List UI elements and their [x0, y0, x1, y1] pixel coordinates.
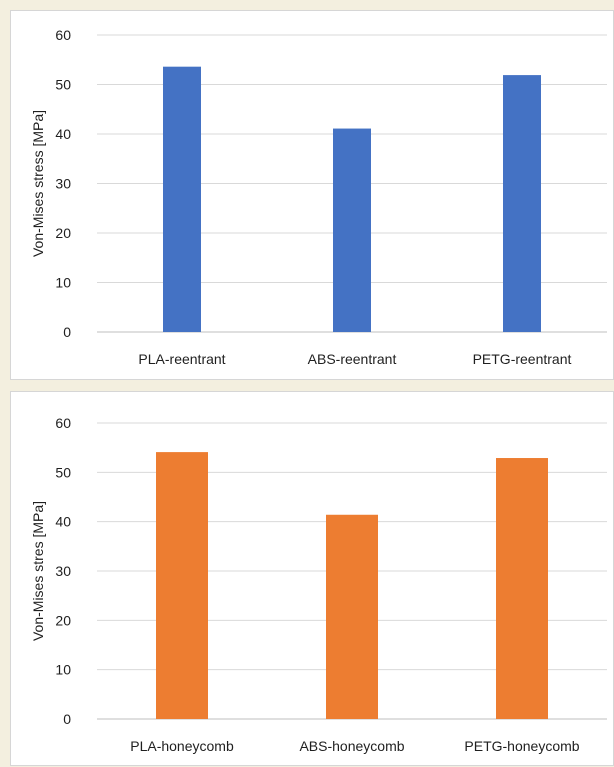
y-tick-label: 20 — [55, 225, 71, 241]
y-tick-label: 60 — [55, 27, 71, 43]
chart-reentrant: 0 10 20 30 40 50 60 PLA-reentrant ABS-reentrant P… — [30, 27, 607, 367]
y-tick-label: 50 — [55, 77, 71, 93]
x-category-label: ABS-honeycomb — [299, 738, 404, 754]
y-tick-label: 10 — [55, 275, 71, 291]
bar — [326, 514, 378, 719]
x-category-label: PLA-honeycomb — [130, 738, 234, 754]
y-tick-label: 30 — [55, 563, 71, 579]
x-category-label: PETG-honeycomb — [464, 738, 579, 754]
chart-panel-honeycomb: 0 10 20 30 40 50 60 PLA-honeycomb ABS-honeycomb P… — [10, 391, 614, 766]
y-tick-label: 30 — [55, 176, 71, 192]
bar — [333, 128, 371, 332]
y-axis-title: Von-Mises stres [MPa] — [30, 501, 46, 641]
chart-panel-reentrant: 0 10 20 30 40 50 60 PLA-reentrant ABS-reentrant P… — [10, 10, 614, 380]
y-tick-label: 0 — [63, 711, 71, 727]
x-category-label: PETG-reentrant — [473, 351, 572, 367]
y-tick-label: 10 — [55, 662, 71, 678]
bar — [496, 458, 548, 719]
bar — [503, 75, 541, 332]
y-tick-label: 50 — [55, 464, 71, 480]
x-category-label: ABS-reentrant — [308, 351, 397, 367]
y-tick-label: 40 — [55, 514, 71, 530]
y-tick-label: 20 — [55, 612, 71, 628]
bar — [156, 452, 208, 719]
y-axis-title: Von-Mises stress [MPa] — [30, 110, 46, 257]
y-tick-label: 0 — [63, 324, 71, 340]
y-tick-label: 60 — [55, 415, 71, 431]
y-tick-label: 40 — [55, 126, 71, 142]
bar — [163, 66, 201, 333]
x-category-label: PLA-reentrant — [138, 351, 225, 367]
chart-honeycomb: 0 10 20 30 40 50 60 PLA-honeycomb ABS-honeycomb P… — [30, 415, 607, 754]
